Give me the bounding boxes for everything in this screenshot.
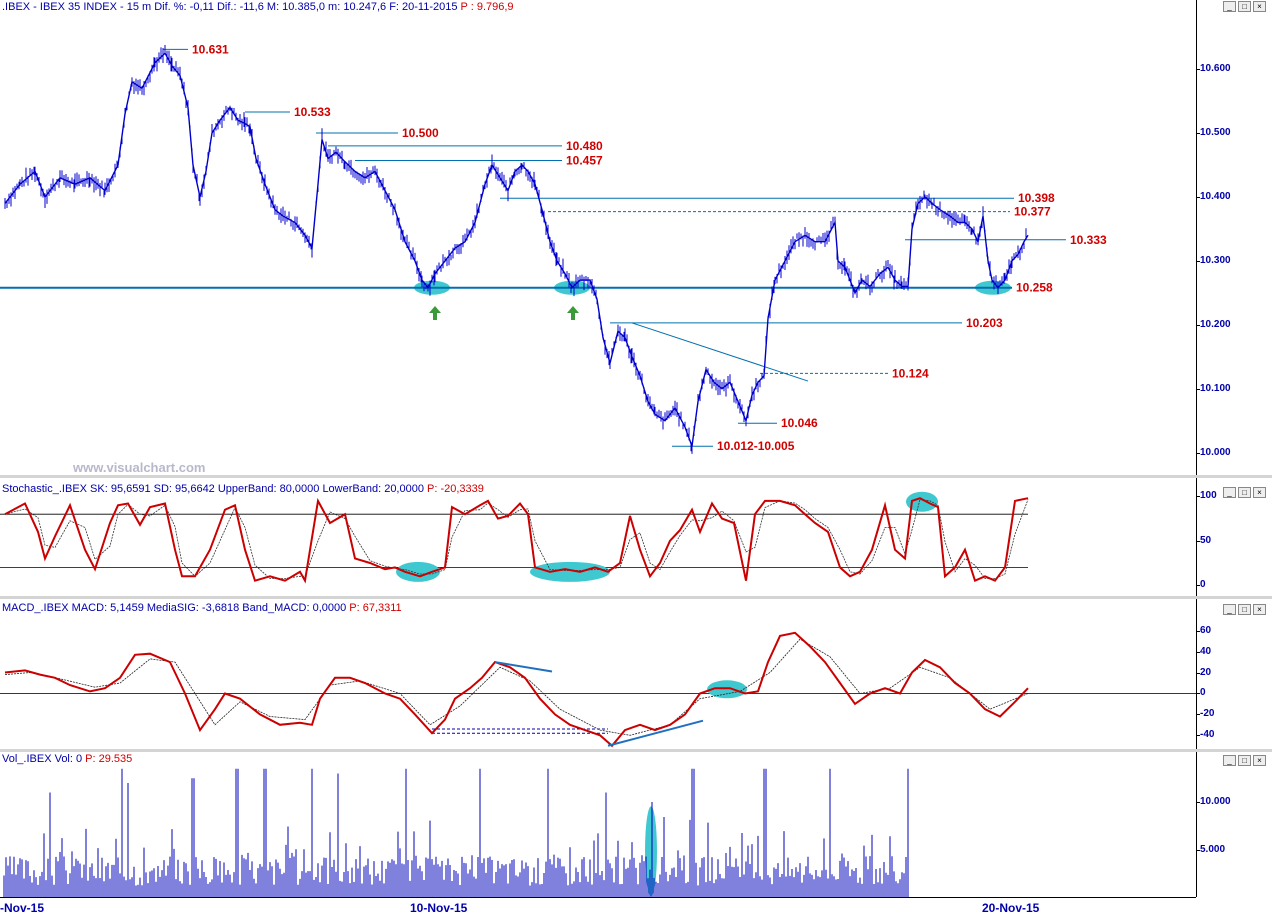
stochastic-axis-tick-label: 50 bbox=[1196, 534, 1212, 546]
trend-line bbox=[631, 322, 809, 382]
panel-separator[interactable] bbox=[0, 749, 1272, 752]
divergence-line bbox=[607, 719, 704, 747]
macd-highlight bbox=[707, 680, 747, 699]
stochastic-sd-line bbox=[4, 499, 1029, 579]
panel-separator[interactable] bbox=[0, 475, 1272, 478]
up-arrow-icon bbox=[429, 306, 441, 320]
stochastic-title-text: Stochastic_.IBEX SK: 95,6591 SD: 95,6642… bbox=[2, 483, 428, 495]
price-axis-tick-label: 10.600 bbox=[1197, 63, 1231, 75]
level-label: 10.377 bbox=[1014, 205, 1051, 219]
watermark: www.visualchart.com bbox=[72, 460, 205, 475]
close-button[interactable]: × bbox=[1253, 604, 1266, 615]
price-title-text: .IBEX - IBEX 35 INDEX - 15 m Dif. %: -0,… bbox=[2, 1, 461, 13]
level-label: 10.203 bbox=[966, 316, 1003, 330]
stochastic-title-p: P: -20,3339 bbox=[427, 483, 484, 495]
macd-window-buttons: _ □ × bbox=[1223, 604, 1266, 615]
macd-axis-tick-label: 40 bbox=[1196, 645, 1212, 657]
stochastic-axis-tick-label: 0 bbox=[1197, 579, 1206, 591]
macd-axis-tick-label: 60 bbox=[1196, 624, 1212, 636]
price-axis-tick-label: 10.500 bbox=[1197, 127, 1231, 139]
macd-title-text: MACD_.IBEX MACD: 5,1459 MediaSIG: -3,681… bbox=[2, 602, 350, 614]
price-series bbox=[4, 52, 1029, 447]
x-tick-label: -Nov-15 bbox=[0, 901, 45, 915]
price-title-p: P : 9.796,9 bbox=[460, 1, 514, 13]
macd-axis-tick-label: -20 bbox=[1196, 708, 1215, 720]
macd-chart-svg bbox=[0, 631, 1196, 748]
price-axis-tick-label: 10.100 bbox=[1197, 382, 1231, 394]
macd-title: MACD_.IBEX MACD: 5,1459 MediaSIG: -3,681… bbox=[0, 601, 1198, 616]
minimize-button[interactable]: _ bbox=[1223, 1, 1236, 12]
price-axis-tick-label: 10.300 bbox=[1197, 254, 1231, 266]
macd-line bbox=[4, 631, 1029, 748]
level-label: 10.012-10.005 bbox=[717, 439, 795, 453]
price-y-axis: 10.600 10.500 10.400 10.300 10.200 10.100 10.0… bbox=[1196, 0, 1272, 475]
x-tick-label: 10-Nov-15 bbox=[410, 901, 468, 915]
x-tick-label: 20-Nov-15 bbox=[982, 901, 1040, 915]
level-label: 10.480 bbox=[566, 139, 603, 153]
macd-title-p: P: 67,3311 bbox=[349, 602, 402, 614]
stochastic-highlight bbox=[906, 491, 938, 512]
level-label: 10.258 bbox=[1016, 281, 1053, 295]
price-title: .IBEX - IBEX 35 INDEX - 15 m Dif. %: -0,… bbox=[0, 0, 1198, 15]
price-axis-tick-label: 10.400 bbox=[1197, 190, 1231, 202]
price-axis-tick-label: 10.000 bbox=[1197, 446, 1231, 458]
stochastic-axis-tick-label: 100 bbox=[1197, 490, 1217, 502]
volume-title-p: P: 29.535 bbox=[85, 753, 133, 765]
stochastic-panel: Stochastic_.IBEX SK: 95,6591 SD: 95,6642… bbox=[0, 478, 1272, 596]
macd-panel: MACD_.IBEX MACD: 5,1459 MediaSIG: -3,681… bbox=[0, 599, 1272, 749]
macd-axis-tick-label: 20 bbox=[1196, 666, 1212, 678]
stochastic-sk-line bbox=[4, 497, 1029, 584]
stochastic-highlight bbox=[396, 561, 440, 582]
minimize-button[interactable]: _ bbox=[1223, 755, 1236, 766]
maximize-button[interactable]: □ bbox=[1238, 487, 1251, 498]
level-label: 10.533 bbox=[294, 105, 331, 119]
volume-title: Vol_.IBEX Vol: 0 P: 29.535 bbox=[0, 752, 1198, 767]
level-label: 10.457 bbox=[566, 154, 603, 168]
volume-panel: Vol_.IBEX Vol: 0 P: 29.535 10.000 5.000 _… bbox=[0, 752, 1272, 897]
volume-title-text: Vol_.IBEX Vol: 0 bbox=[2, 753, 86, 765]
stochastic-window-buttons: _ □ × bbox=[1223, 487, 1266, 498]
stochastic-title: Stochastic_.IBEX SK: 95,6591 SD: 95,6642… bbox=[0, 482, 1198, 497]
level-label: 10.631 bbox=[192, 42, 229, 56]
macd-y-axis: 60 40 20 0 -20 -40 bbox=[1196, 599, 1272, 749]
level-label: 10.046 bbox=[781, 416, 818, 430]
close-button[interactable]: × bbox=[1253, 487, 1266, 498]
macd-axis-tick-label: 0 bbox=[1197, 687, 1206, 699]
volume-window-buttons: _ □ × bbox=[1223, 755, 1266, 766]
volume-axis-tick-label: 10.000 bbox=[1197, 796, 1231, 807]
panel-separator[interactable] bbox=[0, 596, 1272, 599]
price-chart-svg: www.visualchart.com 10.631 10.533 10.500 10.… bbox=[0, 42, 1107, 475]
macd-axis-tick-label: -40 bbox=[1196, 729, 1215, 741]
volume-highlight bbox=[645, 806, 657, 897]
level-label: 10.398 bbox=[1018, 191, 1055, 205]
level-label: 10.500 bbox=[402, 126, 439, 140]
price-panel: .IBEX - IBEX 35 INDEX - 15 m Dif. %: -0,… bbox=[0, 0, 1272, 475]
minimize-button[interactable]: _ bbox=[1223, 487, 1236, 498]
divergence-line bbox=[494, 661, 553, 673]
price-axis-tick-label: 10.200 bbox=[1197, 318, 1231, 330]
volume-chart-svg bbox=[3, 768, 909, 897]
close-button[interactable]: × bbox=[1253, 755, 1266, 766]
maximize-button[interactable]: □ bbox=[1238, 755, 1251, 766]
price-window-buttons: _ □ × bbox=[1223, 1, 1266, 12]
maximize-button[interactable]: □ bbox=[1238, 1, 1251, 12]
volume-y-axis: 10.000 5.000 bbox=[1196, 752, 1272, 897]
minimize-button[interactable]: _ bbox=[1223, 604, 1236, 615]
level-label: 10.333 bbox=[1070, 233, 1107, 247]
stochastic-chart-svg bbox=[0, 491, 1029, 584]
stochastic-highlight bbox=[530, 561, 610, 582]
close-button[interactable]: × bbox=[1253, 1, 1266, 12]
maximize-button[interactable]: □ bbox=[1238, 604, 1251, 615]
level-label: 10.124 bbox=[892, 366, 929, 380]
up-arrow-icon bbox=[567, 306, 579, 320]
volume-axis-tick-label: 5.000 bbox=[1196, 843, 1226, 855]
stochastic-y-axis: 100 50 0 bbox=[1196, 478, 1272, 596]
macd-signal-line bbox=[4, 638, 1029, 736]
x-axis: -Nov-15 10-Nov-15 20-Nov-15 bbox=[0, 897, 1196, 918]
